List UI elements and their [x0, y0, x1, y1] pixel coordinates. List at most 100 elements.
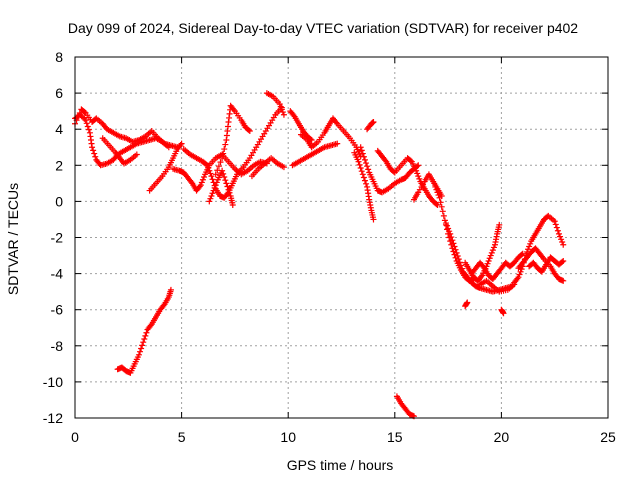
data-point: [415, 173, 422, 180]
data-point: [224, 183, 231, 190]
data-point: [219, 167, 226, 174]
data-point: [359, 150, 366, 157]
data-point: [450, 240, 457, 247]
data-point: [440, 212, 447, 219]
data-point: [89, 144, 96, 151]
data-point: [458, 265, 465, 272]
data-point: [142, 332, 149, 339]
data-point: [361, 177, 368, 184]
y-tick-label: -12: [43, 410, 63, 426]
data-point: [221, 146, 228, 153]
data-point: [447, 230, 454, 237]
data-point: [356, 161, 363, 168]
data-point: [277, 103, 284, 110]
data-point: [433, 201, 440, 208]
data-point: [442, 220, 449, 227]
data-point: [217, 159, 224, 166]
data-point: [135, 351, 142, 358]
data-point: [490, 244, 497, 251]
data-point: [140, 339, 147, 346]
data-point: [90, 147, 97, 154]
data-point: [452, 246, 459, 253]
x-tick-label: 25: [600, 429, 616, 445]
grid: [75, 57, 608, 418]
y-tick-label: -4: [51, 266, 64, 282]
data-point: [81, 115, 88, 122]
data-point: [415, 162, 422, 169]
data-point: [390, 168, 397, 175]
data-point: [551, 218, 558, 225]
x-tick-label: 20: [494, 429, 510, 445]
data-point: [208, 192, 215, 199]
data-point: [554, 227, 561, 234]
y-axis-label: SDTVAR / TECUs: [5, 183, 21, 295]
data-point: [83, 120, 90, 127]
chart-title: Day 099 of 2024, Sidereal Day-to-day VTE…: [68, 20, 578, 36]
data-point: [486, 255, 493, 262]
y-tick-label: -10: [43, 374, 63, 390]
data-point: [79, 114, 86, 121]
data-point: [358, 147, 365, 154]
data-point: [91, 150, 98, 157]
data-point: [196, 183, 203, 190]
data-point: [489, 247, 496, 254]
x-tick-label: 5: [178, 429, 186, 445]
x-tick-label: 10: [280, 429, 296, 445]
data-point: [358, 168, 365, 175]
data-point: [526, 243, 533, 250]
data-point: [511, 281, 518, 288]
y-tick-label: 4: [55, 121, 63, 137]
y-tick-label: 8: [55, 49, 63, 65]
data-point: [364, 163, 371, 170]
data-point: [560, 257, 567, 264]
data-point: [441, 217, 448, 224]
x-tick-label: 15: [387, 429, 403, 445]
data-point: [488, 249, 495, 256]
data-point: [213, 179, 220, 186]
data-point: [552, 221, 559, 228]
data-point: [456, 259, 463, 266]
data-point: [85, 126, 92, 133]
data-point: [204, 162, 211, 169]
data-point: [77, 111, 84, 118]
data-point: [200, 174, 207, 181]
data-point: [455, 256, 462, 263]
data-point: [137, 348, 144, 355]
data-point: [487, 252, 494, 259]
data-point: [444, 222, 451, 229]
y-tick-label: -2: [51, 230, 64, 246]
data-point: [205, 165, 212, 172]
data-point: [355, 158, 362, 165]
data-point: [178, 140, 185, 147]
data-point: [246, 128, 253, 135]
data-point: [446, 228, 453, 235]
data-point: [220, 170, 227, 177]
data-point: [363, 160, 370, 167]
data-point: [139, 342, 146, 349]
data-point: [92, 153, 99, 160]
data-point: [434, 189, 441, 196]
data-point: [496, 221, 503, 228]
data-point: [220, 150, 227, 157]
data-point: [363, 180, 370, 187]
data-point: [212, 182, 219, 189]
data-point: [357, 144, 364, 151]
data-point: [229, 202, 236, 209]
data-point: [445, 225, 452, 232]
data-point: [382, 157, 389, 164]
data-point: [78, 113, 85, 120]
data-point: [360, 174, 367, 181]
data-point: [206, 167, 213, 174]
data-point: [160, 302, 167, 309]
data-point: [413, 167, 420, 174]
x-axis-label: GPS time / hours: [287, 457, 394, 473]
data-point: [208, 173, 215, 180]
data-point: [517, 268, 524, 275]
y-tick-label: -6: [51, 302, 64, 318]
data-point: [370, 216, 377, 223]
data-point: [165, 144, 172, 151]
data-point: [553, 224, 560, 231]
x-tick-label: 0: [71, 429, 79, 445]
data-point: [207, 195, 214, 202]
data-point: [188, 178, 195, 185]
